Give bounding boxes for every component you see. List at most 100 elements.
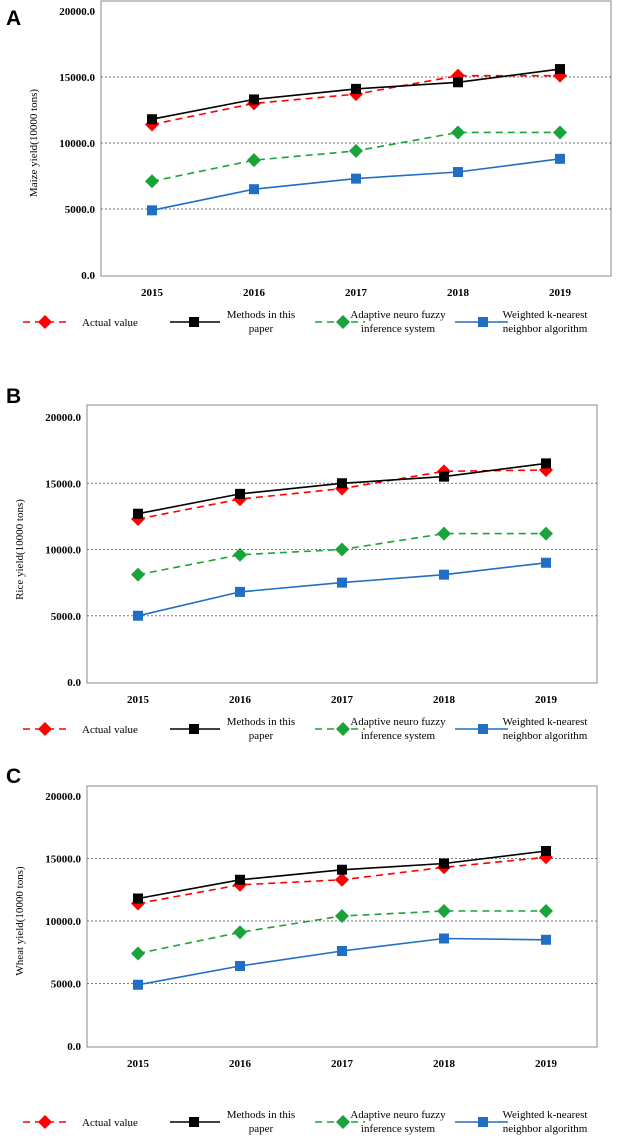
legend-label: neighbor algorithm [503,730,588,742]
legend-label: Weighted k-nearest [503,1109,588,1121]
data-point [145,174,159,189]
panel-letter: B [6,385,21,408]
data-point [235,586,245,597]
y-tick-label: 5000.0 [65,204,96,216]
x-tick-label: 2017 [331,1058,354,1070]
data-point [235,874,245,885]
legend: Actual value Methods in this paper Adaptive… [23,1109,588,1135]
x-tick-label: 2015 [127,694,150,706]
series-line-4 [137,562,547,617]
legend-label: Weighted k-nearest [503,716,588,728]
data-point [235,488,245,499]
legend-label: Actual value [82,317,138,329]
y-tick-label: 0.0 [67,1041,81,1053]
legend-label: neighbor algorithm [503,323,588,335]
data-point [555,153,565,164]
x-tick-label: 2016 [229,694,252,706]
data-point [249,184,259,195]
data-point [437,526,451,541]
legend-marker [189,1117,199,1127]
data-point [133,893,143,904]
data-point [131,567,145,582]
data-point [539,904,553,918]
data-point [235,961,245,971]
legend: Actual value Methods in this paper Adaptive… [23,716,588,742]
plot-frame [86,404,598,684]
data-point [437,904,451,918]
legend-label: Adaptive neuro fuzzy [350,309,446,321]
y-tick-label: 5000.0 [51,611,82,623]
legend-marker [189,724,199,734]
x-tick-label: 2016 [229,1058,252,1070]
legend-label: paper [249,730,274,742]
legend-label: Methods in this [227,309,295,321]
data-point [335,872,349,887]
legend-marker [38,315,52,329]
y-tick-label: 10000.0 [45,545,81,557]
y-tick-label: 20000.0 [59,6,95,18]
x-tick-label: 2019 [549,287,572,299]
data-point [541,557,551,568]
plot-frame [86,785,598,1048]
data-point [439,471,449,482]
data-point [335,542,349,557]
data-point [233,547,247,562]
legend-label: neighbor algorithm [503,1123,588,1135]
data-point [453,167,463,178]
panel-letter: C [6,765,21,788]
legend-marker [478,317,488,327]
y-tick-label: 20000.0 [45,412,81,424]
x-tick-label: 2016 [243,287,266,299]
data-point [247,153,261,168]
data-point [351,83,361,94]
y-tick-label: 15000.0 [45,854,81,866]
data-point [233,925,247,940]
x-tick-label: 2018 [433,694,456,706]
legend-label: Adaptive neuro fuzzy [350,716,446,728]
data-point [541,458,551,469]
data-point [349,143,363,158]
x-tick-label: 2015 [141,287,164,299]
x-tick-label: 2019 [535,694,558,706]
panel-letter: A [6,7,21,30]
data-point [541,934,551,945]
data-point [147,114,157,125]
data-point [133,610,143,621]
chart-panel-c: C 0.0 5000.0 10000.0 15000.0 20000.0 2015 2016 2… [6,765,598,1135]
series-line-4 [137,937,547,986]
y-tick-label: 15000.0 [45,478,81,490]
x-tick-label: 2017 [331,694,354,706]
data-point [439,569,449,580]
data-point [133,979,143,990]
chart-panel-a: A 0.0 5000.0 10000.0 15000.0 20000.0 2015 2016 2… [6,0,612,335]
data-point [133,508,143,519]
data-point [539,526,553,541]
y-axis-label: Wheat yield(10000 tons) [14,866,26,976]
legend-marker [336,315,350,329]
legend-label: Actual value [82,1117,138,1129]
legend-label: Methods in this [227,1109,295,1121]
data-point [453,77,463,88]
legend-label: inference system [361,1123,436,1135]
data-point [555,64,565,75]
data-point [553,125,567,140]
data-point [439,858,449,869]
legend-label: Weighted k-nearest [503,309,588,321]
legend-label: inference system [361,730,436,742]
data-point [337,946,347,956]
legend-marker [478,1117,488,1127]
data-point [131,946,145,961]
data-point [337,478,347,489]
legend-label: Actual value [82,724,138,736]
legend-marker [189,317,199,327]
data-point [147,205,157,216]
y-tick-label: 10000.0 [59,138,95,150]
legend-label: inference system [361,323,436,335]
x-tick-label: 2017 [345,287,368,299]
data-point [337,577,347,588]
legend-label: Methods in this [227,716,295,728]
legend-marker [38,1115,52,1129]
x-tick-label: 2019 [535,1058,558,1070]
y-tick-label: 5000.0 [51,979,82,991]
data-point [439,933,449,944]
